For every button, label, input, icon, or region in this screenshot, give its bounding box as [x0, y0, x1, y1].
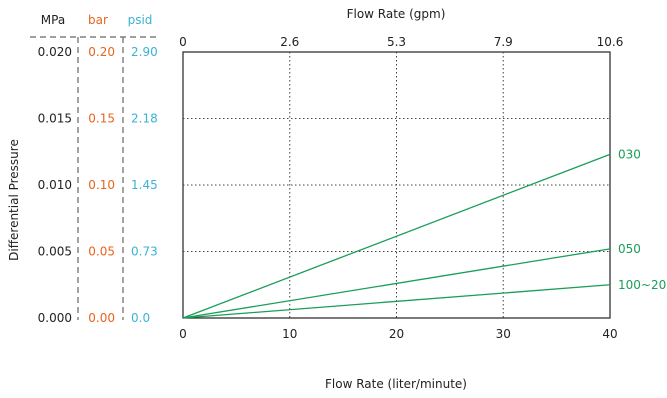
series-label-100~200: 100~200 [618, 278, 667, 292]
y-tick-label-mpa: 0.000 [38, 311, 72, 325]
y-axis-title: Differential Pressure [7, 139, 21, 261]
x-tick-label: 30 [496, 327, 511, 341]
x-tick-label: 20 [389, 327, 404, 341]
y-tick-label-bar: 0.00 [88, 311, 115, 325]
y-unit-bar: bar [88, 13, 108, 27]
y-tick-label-psid: 0.73 [131, 245, 158, 259]
x-axis-title: Flow Rate (liter/minute) [325, 377, 467, 391]
y-tick-label-psid: 1.45 [131, 178, 158, 192]
y-tick-label-mpa: 0.010 [38, 178, 72, 192]
y-tick-label-psid: 0.0 [131, 311, 150, 325]
y-tick-label-bar: 0.10 [88, 178, 115, 192]
x-tick-label: 0 [179, 327, 187, 341]
x2-axis-title: Flow Rate (gpm) [347, 7, 446, 21]
x2-tick-label: 10.6 [597, 35, 624, 49]
x2-tick-label: 0 [179, 35, 187, 49]
series-line-050 [182, 248, 611, 319]
series-line-100~200 [182, 284, 611, 319]
y-unit-mpa: MPa [41, 13, 65, 27]
x2-tick-label: 7.9 [494, 35, 513, 49]
y-tick-label-mpa: 0.005 [38, 245, 72, 259]
y-tick-label-psid: 2.18 [131, 112, 158, 126]
series-label-030: 030 [618, 147, 641, 161]
y-tick-label-mpa: 0.020 [38, 45, 72, 59]
x2-tick-label: 5.3 [387, 35, 406, 49]
series-line-030 [182, 153, 611, 319]
series-label-050: 050 [618, 242, 641, 256]
x2-tick-label: 2.6 [280, 35, 299, 49]
y-tick-label-psid: 2.90 [131, 45, 158, 59]
x-tick-label: 10 [282, 327, 297, 341]
y-tick-label-bar: 0.20 [88, 45, 115, 59]
x-tick-label: 40 [602, 327, 617, 341]
y-tick-label-mpa: 0.015 [38, 112, 72, 126]
y-unit-psid: psid [128, 13, 153, 27]
y-tick-label-bar: 0.05 [88, 245, 115, 259]
y-tick-label-bar: 0.15 [88, 112, 115, 126]
